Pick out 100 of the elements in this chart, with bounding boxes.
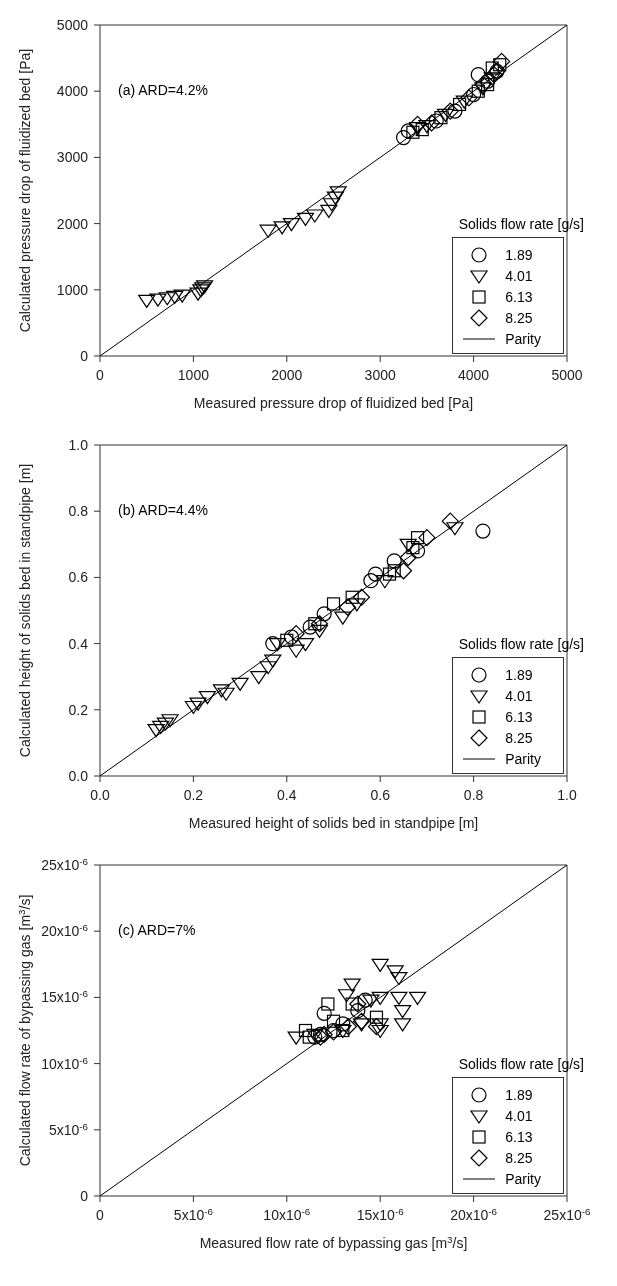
point — [371, 958, 389, 972]
point — [350, 1003, 366, 1019]
point — [265, 636, 281, 652]
point — [399, 538, 417, 552]
y-tick-label: 5000 — [56, 17, 89, 33]
point — [339, 1017, 358, 1036]
y-tick-label: 0 — [80, 348, 89, 364]
point — [345, 590, 359, 604]
point — [296, 212, 315, 226]
y-tick-label: 10x10$^{-6}$ — [41, 1054, 89, 1072]
legend-label: 8.25 — [505, 729, 533, 746]
legend-label: 6.13 — [505, 708, 533, 725]
point — [409, 543, 426, 559]
point — [337, 989, 356, 1003]
point — [382, 567, 397, 581]
point — [474, 75, 492, 94]
y-tick-label: 0.8 — [68, 503, 89, 520]
x-tick-label: 2000 — [271, 367, 303, 383]
point — [460, 89, 478, 107]
point — [302, 619, 318, 635]
x-tick-label: 0 — [96, 367, 105, 383]
y-tick-label: 1000 — [56, 281, 89, 298]
y-tick-label: 0.4 — [68, 635, 89, 652]
point — [198, 690, 217, 705]
point — [156, 717, 174, 731]
point — [316, 606, 332, 622]
point — [410, 531, 425, 545]
point — [387, 564, 401, 578]
point — [441, 512, 459, 530]
point — [287, 625, 305, 643]
point — [287, 644, 305, 658]
point — [452, 97, 467, 112]
legend-label: 6.13 — [505, 1128, 533, 1145]
point — [173, 289, 191, 303]
point — [184, 700, 202, 715]
legend-label: 1.89 — [505, 1086, 533, 1103]
point — [367, 1017, 386, 1036]
point — [475, 523, 491, 539]
point — [447, 103, 463, 119]
point — [259, 661, 277, 675]
point — [474, 82, 492, 96]
point — [386, 965, 404, 979]
legend-title: Solids flow rate [g/s] — [458, 636, 584, 652]
point — [345, 997, 359, 1011]
x-tick-label: 0.4 — [277, 787, 297, 803]
y-tick-label: 5x10$^{-6}$ — [48, 1120, 89, 1138]
point — [395, 129, 412, 146]
point — [369, 1010, 384, 1024]
point — [480, 73, 496, 89]
x-tick-label: 0.2 — [183, 787, 204, 803]
point — [390, 971, 408, 986]
x-tick-label: 0.6 — [370, 787, 391, 803]
point — [296, 638, 315, 652]
point — [323, 198, 341, 212]
x-tick-label: 5000 — [551, 367, 583, 383]
point — [362, 994, 380, 1008]
point — [485, 66, 503, 84]
x-tick-label: 1000 — [177, 367, 210, 383]
x-tick-label: 5x10$^{-6}$ — [173, 1205, 214, 1223]
point — [343, 978, 361, 992]
point — [316, 1005, 332, 1021]
point — [394, 1005, 412, 1019]
x-tick-label: 25x10$^{-6}$ — [543, 1205, 591, 1223]
legend-label: 6.13 — [505, 288, 533, 305]
point — [446, 522, 464, 536]
point — [138, 294, 156, 308]
point — [212, 684, 231, 698]
legend-label: Parity — [505, 750, 541, 767]
point — [493, 58, 507, 72]
legend-label: 8.25 — [505, 1149, 533, 1166]
point — [418, 120, 436, 134]
y-tick-label: 0 — [80, 1188, 89, 1204]
point — [394, 1018, 412, 1032]
point — [481, 77, 495, 92]
x-tick-label: 10x10$^{-6}$ — [263, 1205, 311, 1223]
legend-label: 8.25 — [505, 309, 533, 326]
point — [335, 1016, 351, 1032]
x-tick-label: 0.0 — [90, 787, 110, 803]
x-axis-title: Measured height of solids bed in standpipe [m] — [188, 815, 479, 831]
point — [268, 638, 287, 652]
y-axis-title: Calculated height of solids bed in standpipe [m] — [17, 463, 33, 758]
point — [298, 1023, 313, 1038]
point — [436, 108, 455, 122]
legend-label: 4.01 — [505, 687, 533, 704]
point — [483, 72, 501, 86]
y-tick-label: 0.2 — [68, 701, 89, 718]
point — [428, 113, 444, 129]
point — [441, 102, 459, 120]
point — [231, 677, 249, 691]
point — [400, 123, 416, 139]
point — [320, 204, 338, 218]
legend-label: Parity — [505, 330, 541, 347]
point — [334, 611, 352, 625]
x-tick-label: 4000 — [458, 367, 490, 383]
point — [250, 671, 268, 685]
point — [326, 191, 344, 205]
legend-label: 1.89 — [505, 666, 533, 683]
point — [217, 687, 235, 701]
point — [394, 562, 413, 580]
point — [493, 52, 511, 71]
